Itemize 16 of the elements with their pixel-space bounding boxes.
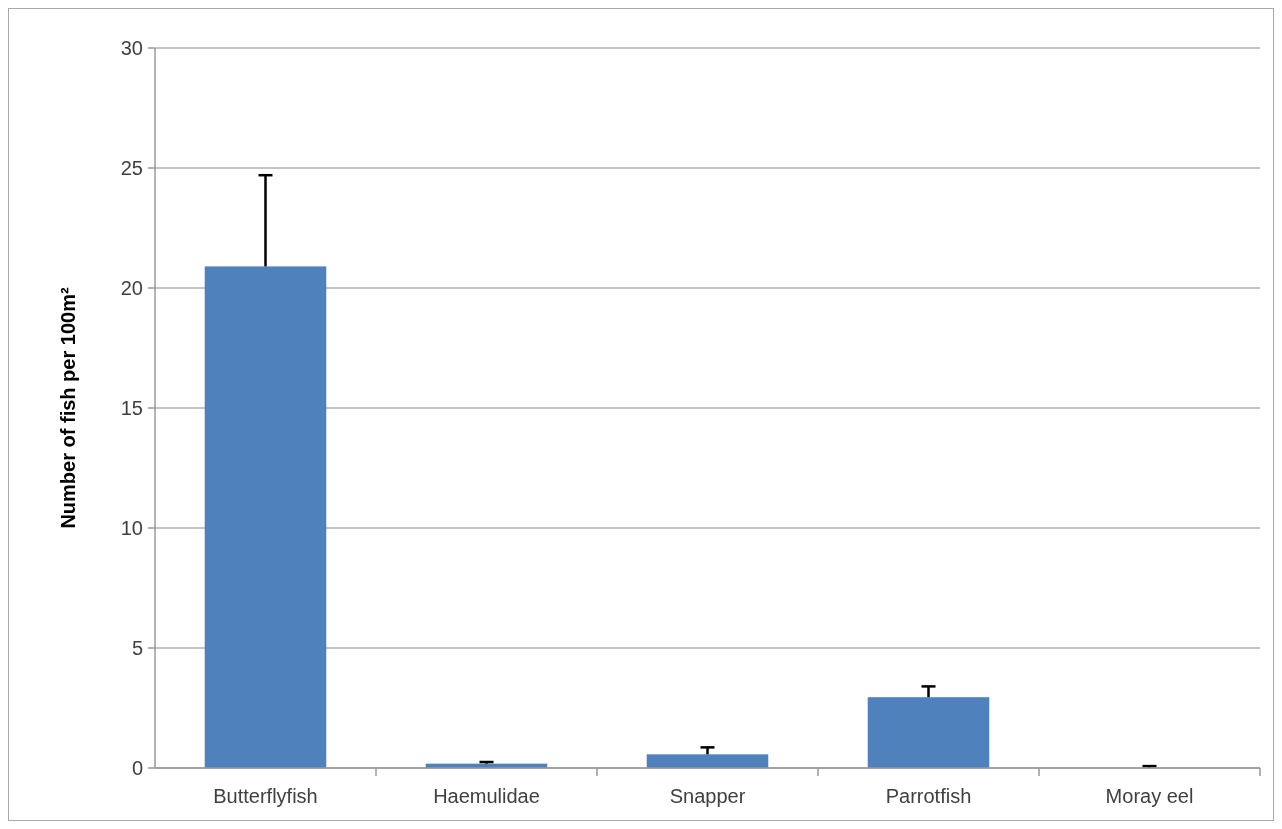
y-tick-label: 5 — [131, 637, 143, 659]
x-tick-label: Moray eel — [1105, 785, 1194, 807]
y-tick-label: 0 — [131, 757, 143, 779]
y-axis-title: Number of fish per 100m² — [57, 287, 79, 529]
y-tick-label: 10 — [120, 517, 143, 539]
y-tick-label: 25 — [120, 157, 143, 179]
y-tick-label: 30 — [120, 37, 143, 59]
x-tick-label: Snapper — [669, 785, 746, 807]
y-tick-label: 20 — [120, 277, 143, 299]
x-tick-label: Butterflyfish — [213, 785, 318, 807]
bar — [646, 754, 769, 768]
bar — [867, 697, 990, 768]
x-tick-label: Parrotfish — [885, 785, 972, 807]
bar — [204, 266, 327, 768]
x-tick-label: Haemulidae — [433, 785, 540, 807]
y-tick-label: 15 — [120, 397, 143, 419]
